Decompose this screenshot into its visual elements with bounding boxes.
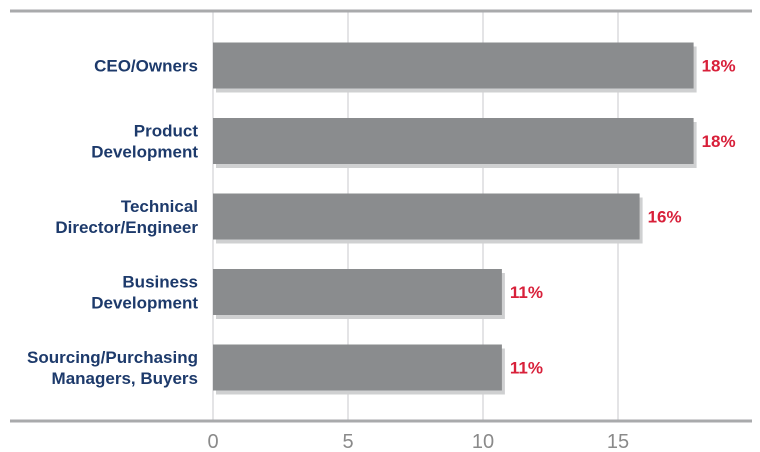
x-tick-label: 10 xyxy=(472,431,494,452)
category-label: CEO/Owners xyxy=(94,57,198,76)
data-label: 11% xyxy=(510,283,543,302)
bar xyxy=(213,193,640,240)
category-label: Managers, Buyers xyxy=(52,369,198,388)
category-label: Sourcing/Purchasing xyxy=(27,348,198,367)
bar xyxy=(213,269,502,315)
data-label: 16% xyxy=(648,208,682,227)
bar xyxy=(213,42,694,89)
data-label: 18% xyxy=(702,57,736,76)
category-label: Product xyxy=(134,122,199,141)
bar xyxy=(213,344,502,391)
x-tick-label: 0 xyxy=(207,431,218,452)
bar xyxy=(213,118,694,164)
data-label: 11% xyxy=(510,359,543,378)
data-label: 18% xyxy=(702,132,736,151)
category-label: Development xyxy=(91,143,198,162)
category-label: Business xyxy=(122,273,198,292)
x-tick-label: 5 xyxy=(342,431,353,452)
category-label: Technical xyxy=(121,197,198,216)
category-label: Director/Engineer xyxy=(55,218,198,237)
category-label: Development xyxy=(91,294,198,313)
x-tick-label: 15 xyxy=(607,431,629,452)
